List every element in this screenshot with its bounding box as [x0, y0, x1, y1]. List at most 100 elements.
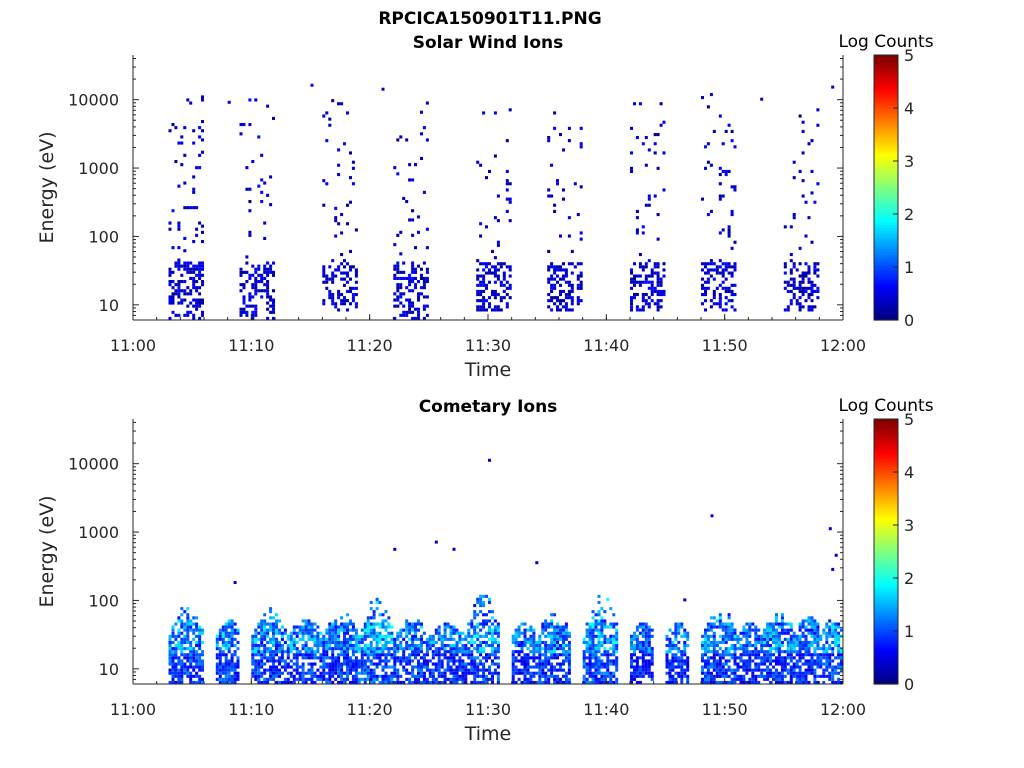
- heatmap-cell: [298, 674, 302, 678]
- heatmap-cell: [541, 653, 545, 657]
- heatmap-cell: [674, 628, 678, 632]
- heatmap-cell: [198, 628, 202, 632]
- heatmap-cell: [579, 299, 583, 303]
- heatmap-cell: [754, 647, 758, 651]
- heatmap-cell: [704, 265, 707, 269]
- heatmap-cell: [177, 674, 181, 678]
- heatmap-cell: [171, 671, 175, 675]
- heatmap-cell: [254, 650, 258, 654]
- heatmap-cell: [340, 302, 344, 306]
- heatmap-cell: [591, 665, 595, 669]
- heatmap-cell: [686, 680, 690, 684]
- heatmap-cell: [280, 659, 284, 663]
- heatmap-cell: [437, 637, 441, 641]
- heatmap-cell: [706, 280, 710, 284]
- heatmap-cell: [559, 625, 562, 629]
- heatmap-cell: [733, 262, 737, 266]
- colorbar-segment: [874, 123, 898, 128]
- heatmap-cell: [428, 640, 432, 644]
- heatmap-cell: [354, 634, 358, 638]
- heatmap-cell: [650, 659, 654, 663]
- heatmap-cell: [467, 640, 471, 644]
- heatmap-cell: [529, 671, 533, 675]
- heatmap-cell: [485, 634, 488, 638]
- heatmap-cell: [505, 265, 509, 269]
- heatmap-cell: [769, 656, 772, 660]
- heatmap-cell: [683, 662, 687, 666]
- heatmap-cell: [659, 277, 663, 281]
- heatmap-cell: [724, 262, 728, 266]
- heatmap-cell: [810, 169, 814, 173]
- heatmap-cell: [192, 674, 196, 678]
- heatmap-cell: [192, 313, 196, 317]
- heatmap-cell: [343, 662, 346, 666]
- heatmap-cell: [266, 292, 270, 296]
- heatmap-cell: [798, 665, 802, 669]
- colorbar-segment: [874, 306, 898, 310]
- heatmap-cell: [544, 650, 548, 654]
- heatmap-cell: [322, 274, 326, 278]
- heatmap-cell: [556, 265, 559, 269]
- heatmap-cell: [701, 680, 704, 684]
- heatmap-cell: [630, 277, 633, 281]
- heatmap-cell: [712, 644, 716, 648]
- heatmap-cell: [564, 293, 568, 297]
- colorbar-segment: [874, 522, 898, 526]
- colorbar-segment: [874, 519, 898, 523]
- heatmap-cell: [517, 640, 521, 644]
- heatmap-cell: [283, 659, 287, 663]
- heatmap-cell: [828, 631, 832, 635]
- heatmap-cell: [594, 659, 598, 663]
- heatmap-cell: [766, 625, 770, 629]
- heatmap-cell: [609, 671, 613, 675]
- colorbar-segment: [874, 628, 898, 632]
- heatmap-cell: [769, 650, 772, 654]
- heatmap-cell: [668, 668, 672, 672]
- heatmap-cell: [458, 665, 462, 669]
- heatmap-cell: [337, 268, 341, 272]
- heatmap-cell: [810, 644, 814, 648]
- heatmap-cell: [360, 665, 364, 669]
- heatmap-cell: [585, 647, 589, 651]
- heatmap-cell: [387, 625, 391, 629]
- heatmap-cell: [171, 680, 175, 684]
- heatmap-cell: [606, 671, 610, 675]
- heatmap-cell: [304, 653, 308, 657]
- heatmap-cell: [396, 668, 400, 672]
- heatmap-cell: [431, 671, 435, 675]
- heatmap-cell: [372, 637, 376, 641]
- heatmap-cell: [378, 622, 382, 626]
- heatmap-cell: [795, 674, 799, 678]
- heatmap-cell: [227, 634, 231, 638]
- heatmap-cell: [476, 259, 480, 263]
- heatmap-cell: [473, 680, 477, 684]
- heatmap-cell: [810, 616, 814, 620]
- heatmap-cell: [218, 665, 222, 669]
- colorbar-segment: [874, 445, 898, 449]
- heatmap-cell: [633, 668, 636, 672]
- heatmap-cell: [798, 262, 802, 266]
- heatmap-cell: [446, 644, 450, 648]
- heatmap-cell: [766, 656, 770, 660]
- heatmap-cell: [804, 274, 808, 278]
- heatmap-cell: [476, 668, 480, 672]
- heatmap-cell: [556, 182, 559, 186]
- heatmap-cell: [777, 622, 781, 626]
- heatmap-cell: [792, 674, 796, 678]
- heatmap-cell: [417, 264, 420, 268]
- heatmap-cell: [505, 179, 509, 183]
- heatmap-cell: [680, 656, 684, 660]
- heatmap-cell: [828, 677, 832, 681]
- heatmap-cell: [485, 653, 488, 657]
- heatmap-cell: [289, 637, 293, 641]
- heatmap-cell: [834, 644, 838, 648]
- heatmap-cell: [825, 650, 829, 654]
- heatmap-cell: [810, 308, 814, 312]
- heatmap-cell: [245, 187, 249, 191]
- heatmap-cell: [570, 308, 574, 312]
- heatmap-cell: [701, 283, 704, 287]
- heatmap-cell: [186, 653, 190, 657]
- heatmap-cell: [414, 307, 417, 311]
- heatmap-cell: [192, 665, 196, 669]
- heatmap-cell: [443, 644, 447, 648]
